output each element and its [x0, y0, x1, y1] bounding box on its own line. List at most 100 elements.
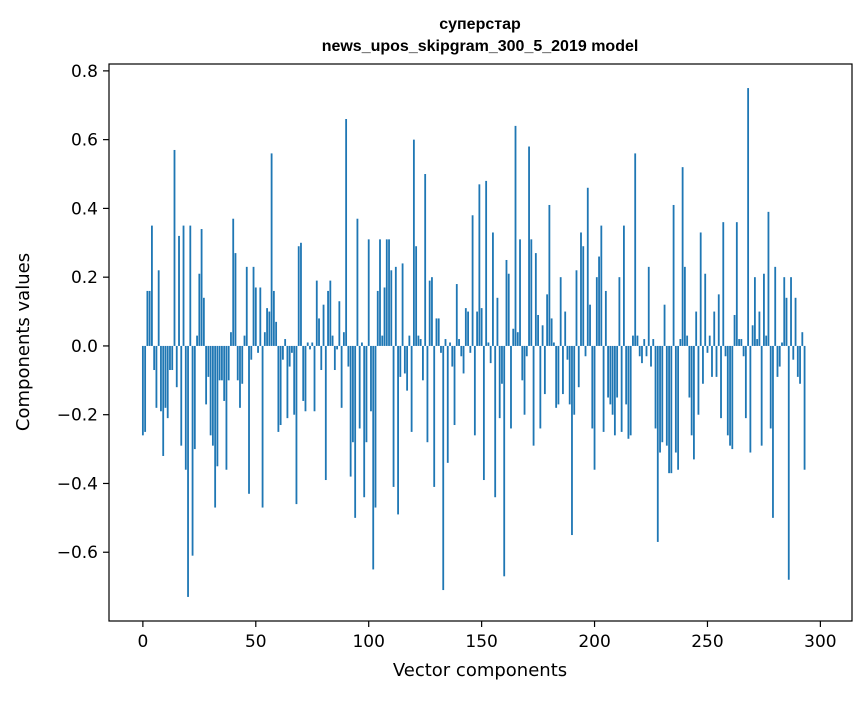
bar-291	[799, 345, 801, 384]
bar-167	[519, 239, 521, 346]
x-axis-label: Vector components	[393, 660, 567, 681]
y-tick-label-2: −0.2	[57, 406, 98, 426]
bar-182	[552, 342, 555, 346]
bar-179	[546, 294, 549, 346]
bar-95	[356, 218, 359, 346]
bar-6	[155, 345, 158, 408]
bar-104	[376, 290, 379, 346]
bar-154	[489, 345, 492, 364]
bar-113	[397, 345, 399, 515]
bar-40	[232, 218, 235, 346]
bar-248	[702, 345, 704, 384]
bar-125	[424, 174, 427, 346]
bar-81	[324, 345, 327, 481]
bar-240	[683, 266, 686, 346]
bar-241	[686, 335, 689, 346]
bar-189	[568, 345, 571, 405]
bar-283	[781, 342, 783, 346]
bar-4	[151, 225, 153, 346]
y-tick-label-7: 0.8	[71, 62, 98, 82]
y-tick-label-0: −0.6	[57, 543, 98, 563]
bar-197	[586, 187, 589, 346]
bar-159	[501, 345, 503, 384]
bar-99	[365, 345, 368, 443]
bar-27	[202, 297, 205, 346]
bar-275	[763, 273, 765, 346]
bar-31	[211, 345, 214, 446]
bar-130	[435, 318, 438, 346]
bar-84	[331, 335, 334, 346]
bar-93	[352, 345, 354, 443]
bar-192	[575, 270, 578, 346]
bar-194	[580, 232, 582, 346]
bar-45	[243, 335, 246, 346]
bar-227	[654, 345, 657, 429]
y-tick-label-5: 0.4	[71, 199, 98, 219]
bar-274	[760, 345, 763, 446]
bar-90	[345, 119, 348, 346]
x-tick-label-200: 200	[578, 632, 610, 652]
bar-293	[803, 345, 806, 470]
bar-237	[677, 345, 680, 470]
bar-236	[674, 345, 677, 453]
bar-288	[792, 345, 795, 360]
bar-80	[322, 304, 325, 346]
bar-59	[275, 321, 278, 346]
bar-278	[769, 345, 772, 429]
bar-91	[347, 345, 350, 367]
bar-5	[153, 345, 156, 371]
bar-87	[338, 301, 341, 346]
bar-34	[218, 345, 221, 381]
bar-186	[562, 345, 564, 395]
bar-72	[304, 345, 307, 412]
bar-77	[315, 280, 318, 346]
bar-16	[178, 235, 180, 346]
bar-157	[496, 297, 499, 346]
bar-267	[744, 345, 747, 419]
bar-214	[625, 345, 628, 405]
bar-264	[738, 339, 740, 346]
bar-28	[205, 345, 208, 405]
bar-292	[801, 332, 804, 346]
bar-232	[665, 345, 668, 446]
bar-79	[320, 345, 323, 371]
bar-144	[467, 311, 469, 346]
bar-66	[291, 345, 293, 353]
bar-164	[512, 328, 515, 346]
x-tick-label-250: 250	[691, 632, 723, 652]
bar-119	[410, 345, 413, 432]
bar-223	[645, 345, 648, 357]
bar-255	[717, 294, 720, 346]
bar-185	[559, 277, 562, 346]
bar-218	[634, 153, 637, 346]
bar-163	[510, 345, 512, 429]
bar-33	[216, 345, 219, 467]
bar-52	[259, 287, 262, 346]
bar-17	[180, 345, 183, 446]
bar-83	[329, 280, 332, 346]
bar-220	[638, 345, 641, 357]
bar-177	[541, 325, 544, 346]
bar-149	[478, 184, 481, 346]
bar-207	[609, 345, 612, 405]
bar-183	[555, 345, 558, 408]
bar-188	[566, 345, 569, 360]
bar-20	[187, 345, 189, 597]
bar-105	[379, 239, 381, 346]
bar-271	[753, 277, 756, 346]
chart-title-line-1: суперстар	[439, 16, 521, 33]
bar-168	[521, 345, 524, 381]
bar-170	[525, 345, 528, 357]
y-axis-ticks: −0.6 −0.4 −0.2 0.0 0.2 0.4 0.6 0.8	[57, 62, 109, 563]
bar-62	[281, 345, 284, 360]
bar-8	[160, 345, 162, 412]
bar-202	[598, 256, 600, 346]
bar-268	[747, 88, 750, 346]
bar-258	[724, 345, 727, 357]
bar-216	[629, 345, 632, 436]
bar-173	[532, 345, 535, 446]
bar-181	[550, 318, 553, 346]
bar-64	[286, 345, 289, 419]
